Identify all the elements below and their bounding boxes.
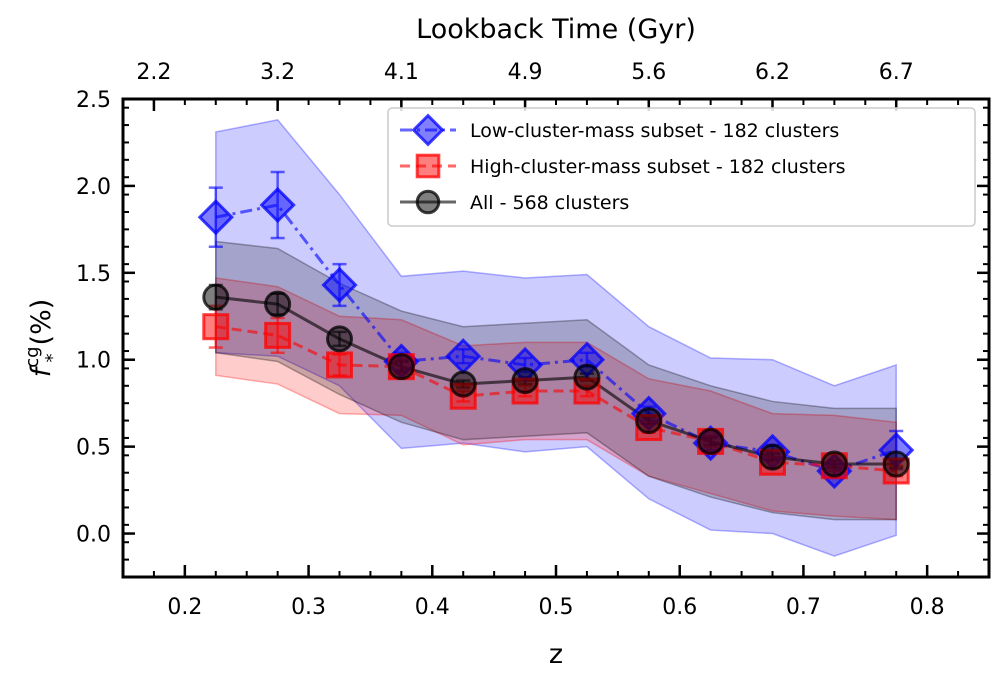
data-point-circle bbox=[759, 443, 786, 471]
y-tick-label: 0.5 bbox=[76, 436, 111, 461]
x-tick-label: 0.7 bbox=[786, 595, 821, 620]
data-point-diamond bbox=[259, 186, 296, 224]
legend-marker bbox=[415, 153, 441, 179]
series-markers bbox=[197, 186, 915, 490]
data-point-circle bbox=[264, 290, 292, 318]
band-2 bbox=[215, 240, 897, 521]
data-point-circle bbox=[882, 450, 910, 478]
data-point-square bbox=[264, 321, 292, 349]
legend-label: High-cluster-mass subset - 182 clusters bbox=[470, 156, 846, 178]
data-point-diamond bbox=[197, 199, 234, 236]
top-tick-label: 3.2 bbox=[260, 60, 295, 85]
y-axis-title: fcg*(%) bbox=[22, 299, 63, 378]
data-point-circle bbox=[326, 325, 353, 353]
legend-entry-2: All - 568 clusters bbox=[400, 189, 629, 215]
legend-entry-1: High-cluster-mass subset - 182 clusters bbox=[400, 153, 846, 179]
x-tick-label: 0.4 bbox=[415, 595, 450, 620]
data-point-circle bbox=[635, 407, 663, 435]
top-tick-label: 5.6 bbox=[631, 60, 666, 85]
y-tick-label: 1.5 bbox=[76, 262, 111, 287]
axis-ticks bbox=[122, 97, 990, 578]
data-point-diamond bbox=[321, 266, 358, 304]
data-point-circle bbox=[820, 450, 848, 478]
y-tick-label: 2.0 bbox=[76, 175, 111, 200]
x-tick-label: 0.2 bbox=[167, 595, 202, 620]
data-point-circle bbox=[202, 283, 230, 311]
x-tick-label: 0.6 bbox=[662, 595, 697, 620]
data-point-circle bbox=[511, 367, 539, 395]
data-point-square bbox=[202, 313, 230, 341]
top-tick-label: 6.7 bbox=[879, 60, 914, 85]
tick-labels: 0.2 0.3 0.4 0.5 0.6 0.7 0.8 2.2 3.2 4.1 4.9 5.6 6.2 6… bbox=[76, 60, 945, 620]
top-tick-label: 4.1 bbox=[384, 60, 419, 85]
data-point-square bbox=[326, 351, 353, 379]
y-tick-label: 2.5 bbox=[76, 88, 111, 113]
legend-marker bbox=[411, 113, 445, 147]
data-point-circle bbox=[697, 427, 725, 455]
data-point-circle bbox=[387, 353, 415, 381]
x-tick-label: 0.8 bbox=[910, 595, 945, 620]
legend: Low-cluster-mass subset - 182 clusters Hi… bbox=[387, 107, 976, 227]
x-tick-label: 0.5 bbox=[539, 595, 574, 620]
y-axis-superscript: cg bbox=[22, 346, 43, 367]
legend-label: All - 568 clusters bbox=[470, 192, 629, 214]
top-tick-label: 2.2 bbox=[136, 60, 171, 85]
data-point-circle bbox=[573, 363, 601, 391]
legend-marker bbox=[415, 189, 441, 215]
y-tick-label: 1.0 bbox=[76, 349, 111, 374]
data-point-circle bbox=[449, 370, 477, 398]
y-tick-label: 0.0 bbox=[76, 523, 111, 548]
y-axis-unit: (%) bbox=[26, 299, 57, 346]
x-axis-title: z bbox=[549, 639, 563, 670]
x-tick-label: 0.3 bbox=[291, 595, 326, 620]
legend-label: Low-cluster-mass subset - 182 clusters bbox=[470, 120, 839, 142]
top-tick-label: 6.2 bbox=[755, 60, 790, 85]
legend-box bbox=[387, 107, 976, 227]
top-axis-title: Lookback Time (Gyr) bbox=[416, 14, 696, 45]
y-axis-subscript: * bbox=[42, 353, 63, 362]
series-line-0 bbox=[215, 203, 897, 473]
top-tick-label: 4.9 bbox=[508, 60, 543, 85]
legend-entry-0: Low-cluster-mass subset - 182 clusters bbox=[400, 113, 839, 147]
